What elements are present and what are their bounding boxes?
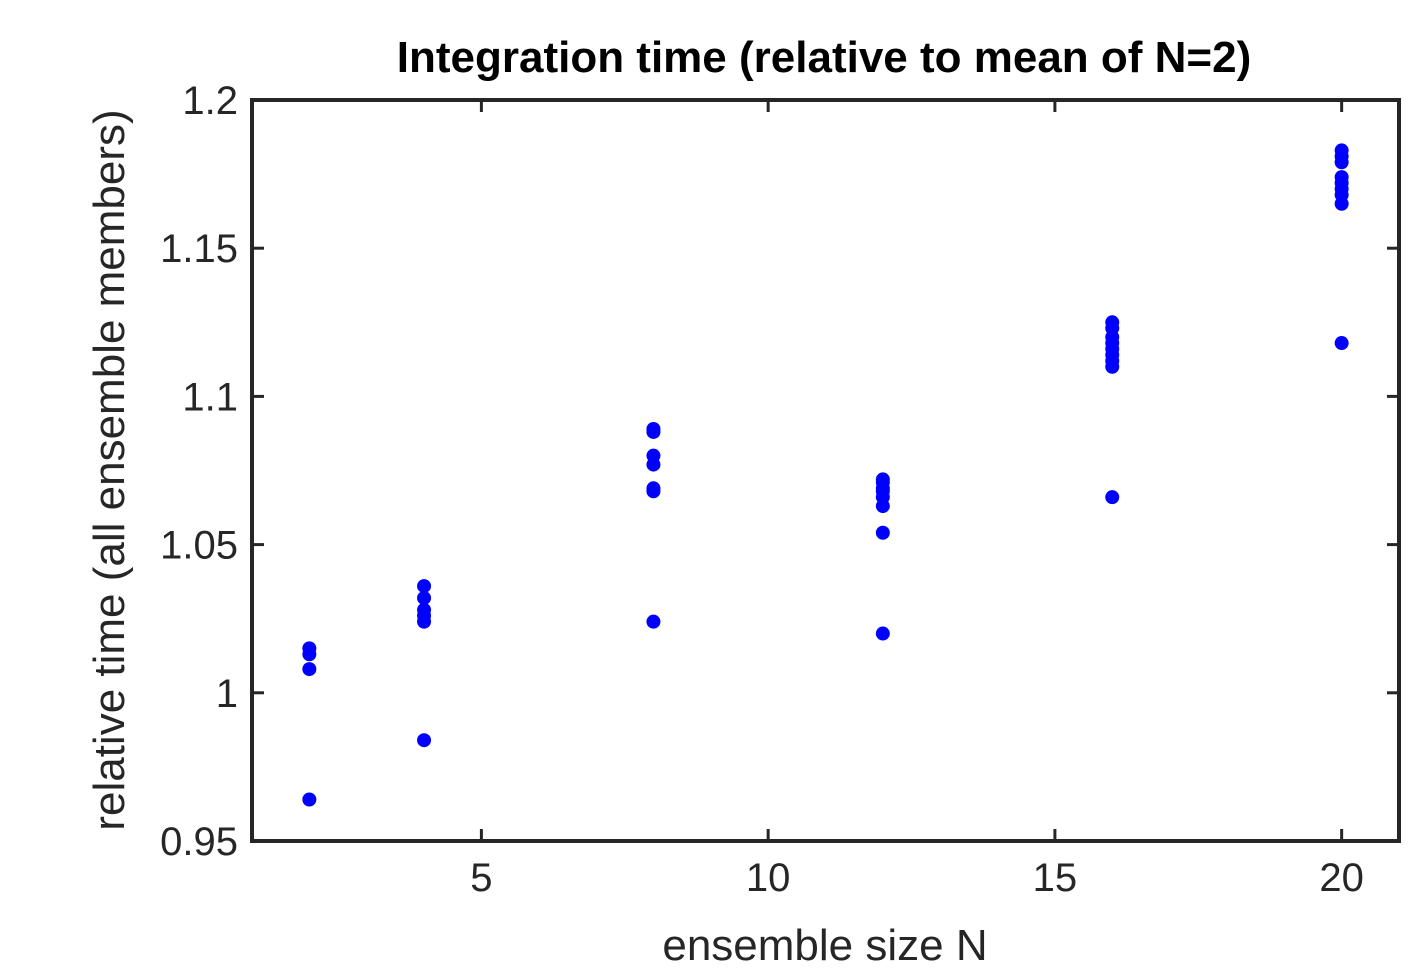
x-axis-label: ensemble size N	[662, 921, 987, 968]
y-tick-label: 0.95	[160, 820, 238, 864]
data-point	[646, 484, 661, 499]
y-tick-label: 1.1	[182, 375, 238, 419]
data-point	[875, 499, 890, 514]
x-tick-label: 15	[1033, 856, 1078, 900]
data-point	[1105, 490, 1120, 505]
y-tick-label: 1.05	[160, 524, 238, 568]
x-tick-label: 5	[470, 856, 492, 900]
data-point	[646, 424, 661, 439]
data-point	[1334, 196, 1349, 211]
data-point	[646, 457, 661, 472]
chart-title: Integration time (relative to mean of N=…	[397, 33, 1252, 82]
data-point	[875, 525, 890, 540]
y-tick-label: 1	[216, 672, 238, 716]
data-point	[302, 792, 317, 807]
data-point	[1334, 336, 1349, 351]
data-points	[302, 143, 1349, 807]
x-tick-label: 20	[1319, 856, 1364, 900]
plot-frame	[250, 98, 1401, 843]
data-point	[1334, 155, 1349, 170]
data-point	[1105, 359, 1120, 374]
data-point	[417, 590, 432, 605]
data-point	[417, 733, 432, 748]
y-tick-label: 1.2	[182, 79, 238, 123]
y-tick-label: 1.15	[160, 227, 238, 271]
data-point	[417, 614, 432, 629]
data-point	[302, 647, 317, 662]
data-point	[875, 626, 890, 641]
data-point	[302, 662, 317, 677]
y-axis-label: relative time (all ensemble members)	[85, 109, 134, 830]
y-axis-ticks: 0.95 1 1.05 1.1 1.15 1.2	[160, 79, 1399, 864]
x-tick-label: 10	[746, 856, 791, 900]
data-point	[417, 579, 432, 594]
data-point	[646, 614, 661, 629]
x-axis-ticks: 5 10 15 20	[470, 100, 1364, 900]
